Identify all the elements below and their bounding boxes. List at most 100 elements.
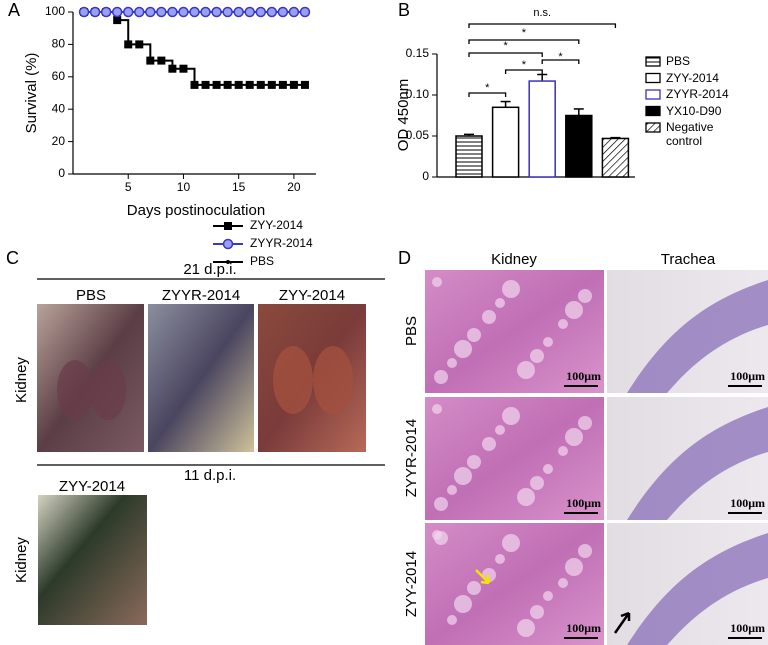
tissue-detail bbox=[502, 534, 520, 552]
row-label: ZYY-2014 bbox=[403, 551, 420, 617]
marker bbox=[145, 6, 156, 18]
x-tick-label: 10 bbox=[177, 180, 191, 194]
row-label: ZYYR-2014 bbox=[403, 419, 420, 497]
significance-bracket bbox=[468, 39, 580, 44]
marker bbox=[135, 40, 144, 49]
marker bbox=[113, 16, 122, 25]
marker bbox=[179, 64, 188, 73]
y-tick-label: 0 bbox=[58, 166, 65, 180]
marker bbox=[223, 80, 232, 89]
tissue-detail bbox=[434, 497, 448, 511]
marker bbox=[156, 6, 167, 18]
photo-detail bbox=[273, 346, 313, 414]
tissue-detail bbox=[530, 349, 544, 363]
x-tick-label: 5 bbox=[125, 180, 132, 194]
marker bbox=[234, 80, 243, 89]
marker bbox=[78, 6, 90, 18]
panel-label: C bbox=[6, 248, 19, 268]
photo bbox=[148, 304, 254, 452]
marker bbox=[289, 80, 298, 89]
legend-label: Negative control bbox=[666, 120, 714, 148]
tissue-detail bbox=[565, 301, 583, 319]
legend-label: PBS bbox=[666, 54, 691, 68]
tissue-detail bbox=[432, 277, 442, 287]
marker bbox=[189, 6, 200, 18]
significance-bracket bbox=[504, 69, 543, 74]
legend-swatch bbox=[645, 89, 661, 100]
tissue-detail bbox=[517, 361, 535, 379]
legend-item: Negative control bbox=[666, 120, 714, 148]
significance-label: * bbox=[485, 82, 490, 94]
tissue-detail bbox=[543, 464, 553, 474]
significance-bracket bbox=[468, 92, 507, 97]
legend-item: YX10-D90 bbox=[666, 104, 721, 118]
column-label: Kidney bbox=[491, 251, 537, 268]
tissue-detail bbox=[627, 407, 768, 520]
legend-item: PBS bbox=[666, 54, 691, 68]
tissue-detail bbox=[502, 280, 520, 298]
tissue-detail bbox=[530, 605, 544, 619]
tissue-detail bbox=[627, 533, 768, 645]
legend-item: ZYY-2014 bbox=[666, 71, 719, 85]
marker bbox=[211, 6, 222, 18]
marker bbox=[288, 6, 300, 18]
significance-label: * bbox=[522, 59, 527, 71]
tissue-detail bbox=[543, 337, 553, 347]
tissue-detail bbox=[627, 280, 768, 393]
tissue-detail bbox=[467, 328, 481, 342]
bar bbox=[565, 114, 593, 178]
tissue-detail bbox=[482, 310, 496, 324]
tissue-detail bbox=[482, 437, 496, 451]
histology: Kidney Trachea PBS ZYYR-2014 ZYY-2014 10… bbox=[403, 251, 768, 645]
scale-bar-label: 100μm bbox=[566, 369, 601, 383]
marker bbox=[201, 80, 210, 89]
tissue-detail bbox=[467, 455, 481, 469]
tissue-detail bbox=[447, 358, 457, 368]
row-label: Kidney bbox=[13, 357, 30, 403]
marker bbox=[245, 80, 254, 89]
photo-detail bbox=[90, 360, 126, 420]
significance-label: * bbox=[558, 51, 563, 63]
legend-swatch bbox=[645, 122, 661, 133]
y-tick-label: 20 bbox=[52, 134, 66, 148]
y-tick-label: 60 bbox=[52, 69, 66, 83]
significance-label: * bbox=[522, 27, 527, 39]
marker bbox=[89, 6, 101, 18]
marker bbox=[122, 6, 134, 18]
tissue-detail bbox=[578, 416, 592, 430]
tissue-detail bbox=[434, 370, 448, 384]
bar bbox=[528, 80, 556, 178]
photo-detail bbox=[313, 346, 353, 414]
marker bbox=[100, 6, 112, 18]
column-label: PBS bbox=[76, 287, 106, 304]
tissue-detail bbox=[558, 578, 568, 588]
marker bbox=[178, 6, 189, 18]
marker bbox=[190, 80, 199, 89]
tissue-detail bbox=[502, 407, 520, 425]
arrow bbox=[475, 569, 491, 585]
column-label: ZYYR-2014 bbox=[162, 287, 240, 304]
y-tick-label: 80 bbox=[52, 37, 66, 51]
legend-swatch bbox=[645, 56, 661, 67]
tissue-detail bbox=[495, 298, 505, 308]
legend-label: ZYYR-2014 bbox=[666, 87, 729, 101]
panel-label: D bbox=[398, 248, 411, 268]
photo bbox=[38, 495, 147, 625]
marker bbox=[157, 56, 166, 65]
marker bbox=[124, 40, 133, 49]
tissue-detail bbox=[578, 289, 592, 303]
column-label: Trachea bbox=[661, 251, 716, 268]
significance-label: * bbox=[503, 40, 508, 52]
x-tick-label: 15 bbox=[232, 180, 246, 194]
marker bbox=[299, 6, 311, 18]
legend-item: ZYYR-2014 bbox=[666, 87, 729, 101]
marker bbox=[277, 6, 289, 18]
row-label: Kidney bbox=[13, 537, 30, 583]
x-axis-label: Days postinoculation bbox=[127, 202, 265, 219]
bar bbox=[491, 106, 520, 178]
tissue-detail bbox=[467, 581, 481, 595]
tissue-detail bbox=[543, 591, 553, 601]
y-tick-label: 0 bbox=[422, 169, 429, 183]
tissue-detail bbox=[495, 554, 505, 564]
